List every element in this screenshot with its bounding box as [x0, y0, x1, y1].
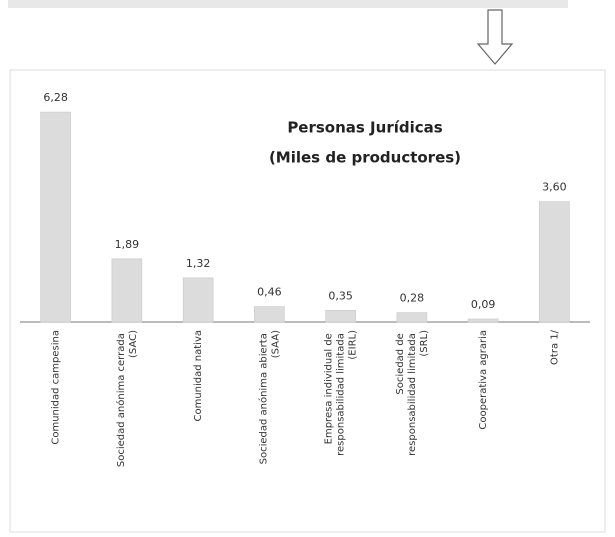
x-tick-label: Sociedad anónima cerrada (SAC) — [115, 330, 139, 467]
bar — [539, 201, 570, 323]
x-tick-label: Cooperativa agraria — [478, 330, 489, 430]
chart-title: Personas Jurídicas — [287, 119, 442, 137]
chart-frame — [9, 69, 606, 533]
x-tick-label: Empresa individual de responsabilidad li… — [324, 330, 359, 456]
bar — [111, 258, 143, 323]
value-label: 3,60 — [542, 181, 567, 194]
value-label: 1,32 — [186, 257, 211, 270]
down-arrow — [476, 9, 514, 65]
value-label: 6,28 — [43, 91, 68, 104]
value-label: 0,09 — [471, 298, 496, 311]
value-label: 0,35 — [328, 289, 353, 302]
x-tick-label: Sociedad de responsabilidad limitada (SR… — [395, 330, 430, 456]
bar — [40, 111, 71, 323]
value-label: 0,28 — [400, 292, 425, 305]
x-tick-label: Comunidad nativa — [193, 330, 204, 422]
value-label: 1,89 — [115, 238, 140, 251]
bar — [182, 277, 214, 323]
chart-subtitle: (Miles de productores) — [269, 149, 461, 167]
bar — [325, 309, 356, 323]
x-tick-label: Comunidad campesina — [51, 330, 62, 445]
x-tick-label: Otra 1/ — [549, 329, 560, 365]
value-label: 0,46 — [257, 286, 282, 299]
x-tick-label: Sociedad anónima abierta (SAA) — [257, 330, 281, 464]
bar — [254, 306, 285, 323]
top-box-edge — [8, 0, 568, 8]
bar — [396, 312, 428, 323]
bar — [467, 318, 499, 323]
